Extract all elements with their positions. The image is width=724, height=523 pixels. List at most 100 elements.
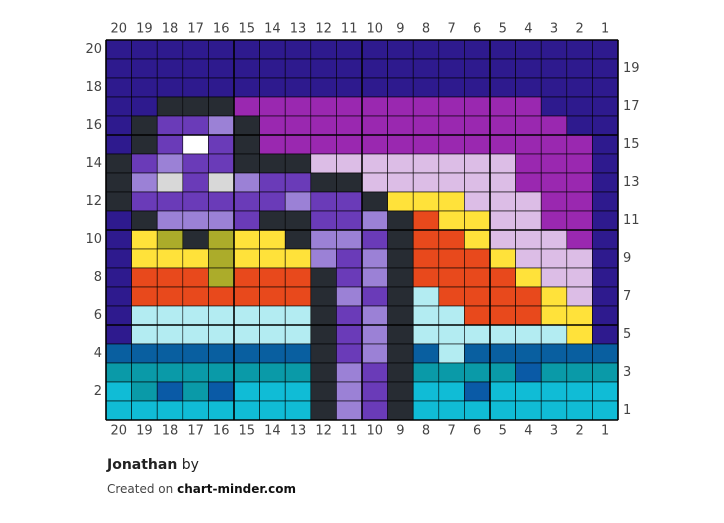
author-by: by [181,457,199,473]
grid-cell [182,191,209,212]
grid-cell [336,115,363,136]
grid-cell [592,58,619,79]
grid-cell [208,305,235,326]
grid-cell [387,362,414,383]
grid-cell [515,115,542,136]
column-label-bottom: 14 [264,424,281,439]
row-label-right: 11 [623,213,640,228]
grid-cell [438,58,465,79]
grid-cell [387,381,414,402]
grid-cell [412,210,440,231]
grid-cell [131,210,158,231]
grid-cell [156,39,184,60]
grid-cell [412,77,440,98]
grid-cell [540,134,568,155]
grid-cell [540,77,568,98]
grid-cell [310,248,337,269]
grid-cell [412,172,440,193]
grid-cell [540,267,568,288]
grid-cell [438,381,465,402]
grid-cell [438,267,465,288]
grid-cell [336,324,363,345]
grid-cell [464,400,491,421]
grid-cell [233,191,260,212]
grid-cell [438,134,465,155]
grid-cell [515,229,542,250]
grid-cell [131,267,158,288]
grid-cell [489,381,516,402]
grid-cell [515,267,542,288]
grid-cell [566,343,593,364]
grid-cell [336,400,363,421]
grid-cell [540,96,568,117]
grid-cell [105,248,132,269]
row-label-right: 19 [623,61,640,76]
grid-cell [284,229,312,250]
grid-cell [131,305,158,326]
grid-cell [566,134,593,155]
grid-cell [540,39,568,60]
column-label-bottom: 12 [315,424,332,439]
grid-cell [208,153,235,174]
grid-cell [566,115,593,136]
grid-cell [336,96,363,117]
grid-cell [464,134,491,155]
grid-cell [489,248,516,269]
grid-cell [387,286,414,307]
grid-cell [464,305,491,326]
grid-cell [182,134,209,155]
grid-cell [233,267,260,288]
grid-cell [208,248,235,269]
grid-cell [208,191,235,212]
grid-cell [284,248,312,269]
grid-cell [438,172,465,193]
grid-cell [438,286,465,307]
grid-cell [182,96,209,117]
grid-cell [336,210,363,231]
grid-cell [310,229,337,250]
grid-cell [412,229,440,250]
grid-cell [336,286,363,307]
grid-cell [592,305,619,326]
grid-cell [566,153,593,174]
grid-cell [489,115,516,136]
grid-cell [105,343,132,364]
grid-cell [208,39,235,60]
grid-cell [233,400,260,421]
grid-cell [515,134,542,155]
grid-cell [182,286,209,307]
grid-cell [438,210,465,231]
grid-cell [566,286,593,307]
grid-cell [105,96,132,117]
grid-cell [156,267,184,288]
grid-cell [489,229,516,250]
grid-cell [284,267,312,288]
grid-cell [156,191,184,212]
grid-cell [156,153,184,174]
grid-cell [182,58,209,79]
grid-cell [412,96,440,117]
grid-cell [412,115,440,136]
grid-cell [438,343,465,364]
column-label-bottom: 18 [162,424,179,439]
row-label-left: 20 [85,42,102,57]
column-label-top: 12 [315,22,332,37]
row-label-left: 16 [85,118,102,133]
grid-cell [515,39,542,60]
grid-cell [310,400,337,421]
grid-cell [336,343,363,364]
site-link[interactable]: chart-minder.com [177,482,296,496]
grid-cell [105,324,132,345]
row-label-left: 8 [94,270,102,285]
grid-cell [131,172,158,193]
grid-cell [566,191,593,212]
grid-cell [105,381,132,402]
grid-cell [592,343,619,364]
grid-cell [592,191,619,212]
grid-cell [361,77,388,98]
grid-cell [489,286,516,307]
grid-cell [540,172,568,193]
grid-cell [515,362,542,383]
row-label-left: 6 [94,308,102,323]
grid-cell [156,324,184,345]
